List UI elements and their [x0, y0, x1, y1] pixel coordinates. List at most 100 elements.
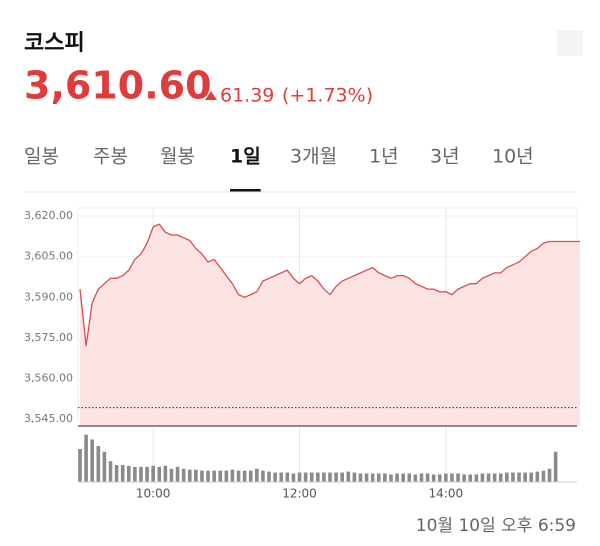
volume-bar [151, 465, 155, 482]
volume-bar [364, 473, 369, 482]
volume-bar [273, 472, 277, 482]
volume-bar [425, 473, 430, 482]
volume-bar [456, 473, 460, 482]
tab[interactable]: 1년 [369, 146, 399, 168]
volume-bar [316, 472, 320, 482]
volume-bar [145, 466, 149, 482]
volume-bar [492, 473, 497, 482]
tabs: 일봉 주봉 월봉 1일 3개월 1년 3년 10년 [24, 146, 534, 192]
volume-bar [194, 469, 198, 482]
volume-bar [401, 473, 405, 482]
volume-bar [169, 468, 174, 482]
volume-bar [450, 473, 454, 482]
volume-bar [486, 473, 491, 482]
tab[interactable]: 일봉 [24, 146, 59, 168]
y-tick-label: 3,560.00 [24, 371, 73, 384]
volume-bar [224, 470, 229, 482]
tab-underline [230, 189, 261, 192]
volume-bar [175, 466, 180, 482]
x-tick-label: 14:00 [429, 487, 464, 501]
volume-bar [370, 473, 375, 482]
volume-bar [505, 472, 509, 482]
volume-bar [407, 473, 412, 482]
volume-bar [84, 434, 88, 482]
volume-bar [553, 451, 558, 482]
volume-bar [108, 461, 113, 482]
volume-bar [444, 473, 448, 482]
volume-bar [541, 470, 546, 482]
title: 코스피 [24, 31, 85, 56]
volume-bar [547, 468, 552, 482]
volume-bar [395, 473, 399, 482]
volume-bar [328, 472, 332, 482]
volume-bar [297, 472, 302, 482]
y-tick-label: 3,620.00 [24, 209, 73, 222]
tab[interactable]: 3년 [430, 146, 460, 168]
volume-bar [163, 465, 168, 482]
volume-bar [480, 473, 485, 482]
up-arrow [205, 91, 217, 100]
volume-bar [133, 466, 137, 482]
menu-button[interactable] [557, 30, 583, 56]
volume-bar [236, 470, 241, 482]
y-tick-label: 3,575.00 [24, 331, 73, 344]
volume-bar [126, 465, 131, 482]
y-tick-label: 3,545.00 [24, 412, 73, 425]
x-tick-label: 12:00 [282, 487, 317, 501]
change-percent: (+1.73%) [282, 85, 373, 107]
y-tick-label: 3,590.00 [24, 290, 73, 303]
volume-bar [267, 471, 271, 482]
volume-bar [376, 473, 381, 482]
volume-bar [346, 471, 351, 482]
volume-bar [206, 470, 210, 482]
chart: 3,620.00 3,605.00 3,590.00 3,575.00 3,560.00… [24, 207, 580, 501]
volume-bar [212, 470, 216, 482]
volume-bar [358, 473, 363, 482]
volume-bar [309, 472, 314, 482]
volume-bar [511, 472, 515, 482]
x-tick-label: 10:00 [136, 487, 171, 501]
volume-bar [291, 473, 296, 482]
volume-bar [114, 464, 119, 482]
volume-bar [242, 470, 247, 482]
tab[interactable]: 월봉 [160, 146, 195, 168]
tab[interactable]: 주봉 [93, 146, 128, 168]
y-tick-label: 3,605.00 [24, 250, 73, 263]
volume-bar [462, 474, 466, 482]
volume-bar [187, 469, 192, 482]
volume-bar [389, 474, 393, 482]
volume-bar [437, 474, 442, 482]
volume-bar [157, 466, 162, 482]
change: 61.39 [220, 85, 274, 107]
volume-bar [120, 464, 125, 482]
volume-bar [431, 474, 436, 482]
tab[interactable]: 3개월 [290, 146, 337, 168]
volume-bar [322, 472, 326, 482]
tab[interactable]: 10년 [492, 146, 534, 168]
volume-bar [255, 468, 259, 482]
volume-bar [334, 472, 338, 482]
volume-bar [498, 473, 503, 482]
volume-bar [261, 470, 265, 482]
volume-bar [523, 472, 527, 482]
volume-bar [90, 439, 94, 482]
volume-bar [102, 451, 107, 482]
volume-bar [96, 446, 101, 482]
price-line [79, 223, 580, 346]
volume-bar [248, 470, 253, 482]
volume-bar [413, 474, 418, 482]
tab[interactable]: 1일 [230, 146, 261, 168]
volume-bar [279, 472, 284, 482]
volume-bar [535, 471, 540, 482]
volume-bar [181, 468, 186, 482]
volume-bar [352, 472, 357, 482]
volume-bar [383, 473, 387, 482]
area [80, 224, 580, 426]
volume-bar [285, 472, 290, 482]
volume-bar [468, 474, 473, 482]
volume-bar [230, 469, 235, 482]
volume-bar [419, 473, 424, 482]
volume-bar [340, 472, 344, 482]
volume-bar [303, 472, 308, 482]
